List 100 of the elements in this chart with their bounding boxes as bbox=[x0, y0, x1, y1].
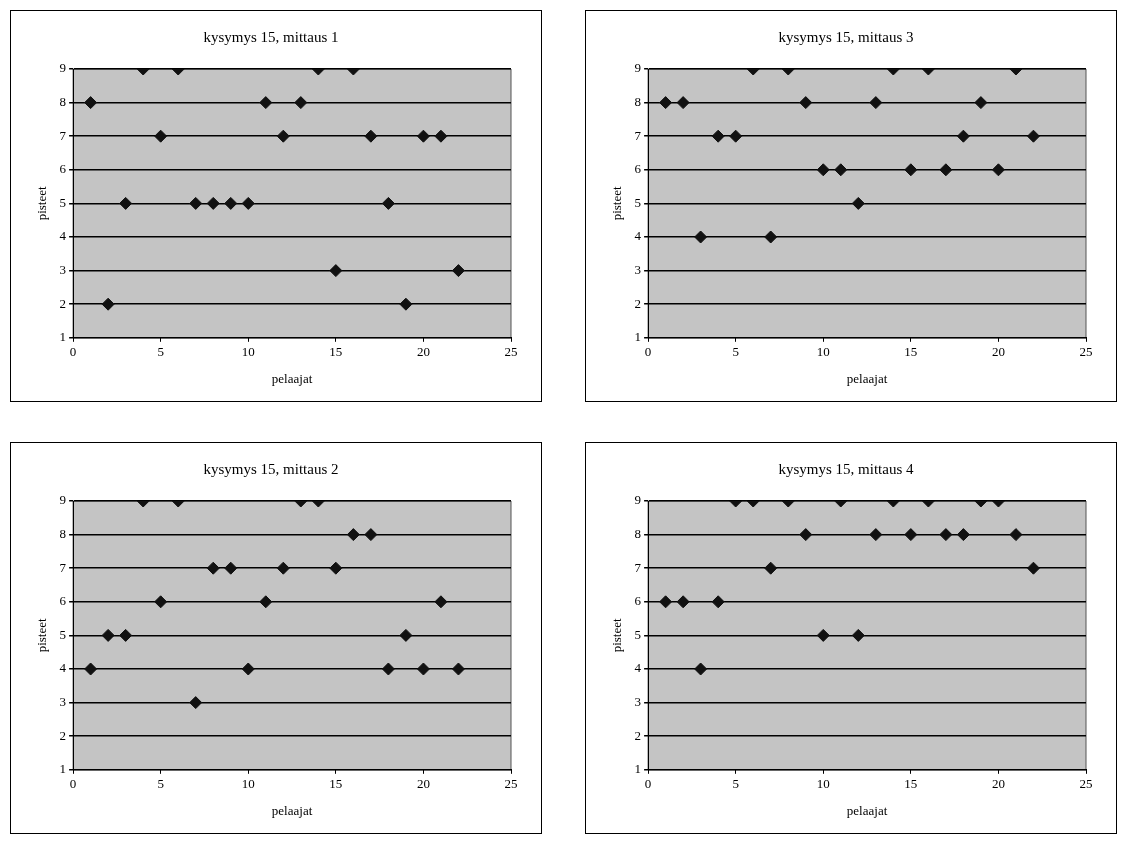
y-tick-label: 6 bbox=[59, 593, 67, 609]
y-tick-label: 1 bbox=[59, 329, 67, 345]
y-tick-label: 2 bbox=[634, 295, 642, 311]
point bbox=[259, 96, 273, 110]
x-tick-label: 15 bbox=[904, 344, 918, 360]
point bbox=[711, 129, 725, 143]
y-tick-label: 1 bbox=[59, 761, 67, 777]
point bbox=[381, 196, 395, 210]
y-tick-label: 2 bbox=[59, 727, 67, 743]
y-tick-label: 7 bbox=[634, 127, 642, 143]
y-tick-label: 9 bbox=[59, 60, 67, 76]
point bbox=[816, 628, 830, 642]
y-axis-title: pisteet bbox=[34, 618, 50, 653]
x-tick-label: 5 bbox=[157, 344, 164, 360]
x-tick-label: 5 bbox=[732, 344, 739, 360]
chart-title: kysymys 15, mittaus 2 bbox=[203, 460, 339, 477]
x-tick-label: 0 bbox=[69, 776, 77, 792]
x-tick-label: 0 bbox=[644, 344, 652, 360]
point bbox=[259, 595, 273, 609]
point bbox=[764, 230, 778, 244]
point bbox=[939, 163, 953, 177]
y-tick-label: 7 bbox=[634, 559, 642, 575]
y-tick-label: 6 bbox=[634, 161, 642, 177]
point bbox=[84, 662, 98, 676]
point bbox=[364, 129, 378, 143]
chart-title: kysymys 15, mittaus 3 bbox=[778, 28, 914, 45]
y-tick-label: 3 bbox=[634, 262, 642, 278]
x-tick-label: 0 bbox=[69, 344, 77, 360]
y-tick-label: 8 bbox=[59, 94, 67, 110]
point bbox=[676, 595, 690, 609]
point bbox=[974, 96, 988, 110]
point bbox=[206, 561, 220, 575]
point bbox=[904, 163, 918, 177]
point bbox=[399, 628, 413, 642]
point bbox=[869, 96, 883, 110]
point bbox=[659, 96, 673, 110]
point bbox=[1026, 129, 1040, 143]
x-tick-label: 5 bbox=[732, 776, 739, 792]
y-tick-label: 1 bbox=[634, 761, 642, 777]
x-axis-title: pelaajat bbox=[846, 802, 888, 818]
y-tick-label: 7 bbox=[59, 559, 67, 575]
y-axis-title: pisteet bbox=[609, 186, 625, 221]
x-tick-label: 20 bbox=[416, 776, 430, 792]
x-tick-label: 20 bbox=[416, 344, 430, 360]
y-tick-label: 3 bbox=[634, 694, 642, 710]
y-tick-label: 6 bbox=[634, 593, 642, 609]
y-tick-label: 4 bbox=[634, 660, 642, 676]
x-tick-label: 15 bbox=[904, 776, 918, 792]
point bbox=[154, 129, 168, 143]
point bbox=[904, 528, 918, 542]
y-tick-label: 7 bbox=[59, 127, 67, 143]
y-tick-label: 8 bbox=[59, 526, 67, 542]
y-tick-label: 4 bbox=[59, 660, 67, 676]
point bbox=[939, 528, 953, 542]
x-axis-title: pelaajat bbox=[271, 802, 313, 818]
point bbox=[84, 96, 98, 110]
point bbox=[764, 561, 778, 575]
point bbox=[276, 561, 290, 575]
point bbox=[206, 196, 220, 210]
chart-title: kysymys 15, mittaus 1 bbox=[203, 28, 339, 45]
point bbox=[276, 129, 290, 143]
point bbox=[799, 528, 813, 542]
x-tick-label: 15 bbox=[329, 344, 343, 360]
x-tick-label: 15 bbox=[329, 776, 343, 792]
x-tick-label: 10 bbox=[241, 344, 255, 360]
chart-title: kysymys 15, mittaus 4 bbox=[778, 460, 914, 477]
x-tick-label: 5 bbox=[157, 776, 164, 792]
x-tick-label: 25 bbox=[1079, 344, 1093, 360]
point bbox=[346, 528, 360, 542]
x-tick-label: 10 bbox=[241, 776, 255, 792]
point bbox=[241, 662, 255, 676]
point bbox=[799, 96, 813, 110]
point bbox=[869, 528, 883, 542]
point bbox=[224, 196, 238, 210]
point bbox=[416, 662, 430, 676]
x-tick-label: 10 bbox=[816, 344, 830, 360]
y-tick-label: 4 bbox=[59, 228, 67, 244]
y-tick-label: 4 bbox=[634, 228, 642, 244]
point bbox=[451, 264, 465, 278]
point bbox=[711, 595, 725, 609]
y-tick-label: 9 bbox=[59, 492, 67, 508]
point bbox=[119, 196, 133, 210]
x-tick-label: 20 bbox=[991, 776, 1005, 792]
y-tick-label: 8 bbox=[634, 94, 642, 110]
x-tick-label: 10 bbox=[816, 776, 830, 792]
point bbox=[729, 129, 743, 143]
point bbox=[189, 196, 203, 210]
x-tick-label: 0 bbox=[644, 776, 652, 792]
point bbox=[694, 230, 708, 244]
point bbox=[189, 696, 203, 710]
x-tick-label: 20 bbox=[991, 344, 1005, 360]
point bbox=[364, 528, 378, 542]
point bbox=[451, 662, 465, 676]
point bbox=[956, 528, 970, 542]
point bbox=[991, 163, 1005, 177]
y-tick-label: 5 bbox=[634, 626, 642, 642]
point bbox=[1009, 528, 1023, 542]
y-axis-title: pisteet bbox=[609, 618, 625, 653]
point bbox=[434, 595, 448, 609]
y-tick-label: 5 bbox=[634, 194, 642, 210]
